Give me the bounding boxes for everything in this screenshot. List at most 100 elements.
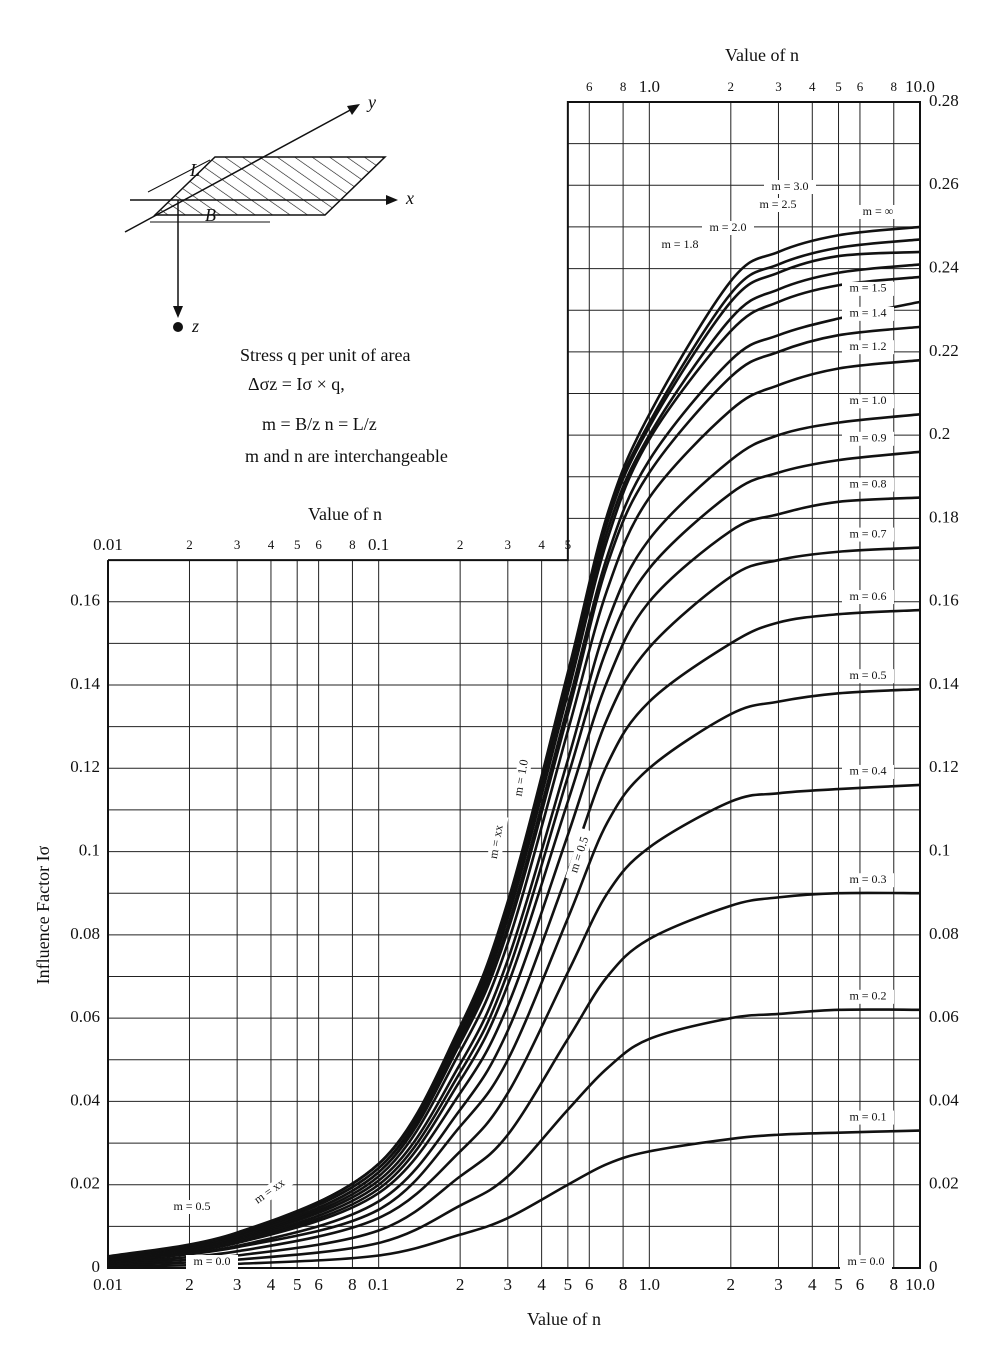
x-tick-label-top: 3 — [775, 79, 782, 94]
annotation: m = 0.0 — [847, 1254, 884, 1268]
series-label: m = 3.0 — [771, 179, 808, 193]
x-tick-label-top: 10.0 — [905, 77, 935, 96]
x-tick-label: 10.0 — [905, 1275, 935, 1294]
x-tick-label-top: 0.01 — [93, 535, 123, 554]
curve — [107, 1129, 921, 1269]
y2-tick-label: 0.26 — [929, 174, 959, 193]
series-label: m = 0.5 — [849, 668, 886, 682]
note: m = B/z n = L/z — [262, 414, 377, 434]
x-tick-label-top: 3 — [234, 537, 241, 552]
label-bg — [842, 431, 894, 446]
x-tick-label: 4 — [267, 1275, 276, 1294]
label-bg — [852, 205, 904, 219]
series-label: m = 2.0 — [709, 220, 746, 234]
label-bg — [842, 764, 894, 779]
arrow-head — [173, 306, 183, 318]
y-tick-label: 0.1 — [79, 840, 100, 859]
label-bg — [752, 198, 804, 212]
y-tick-label: 0.06 — [70, 1007, 100, 1026]
x-tick-label: 2 — [456, 1275, 465, 1294]
diagram-label: B — [205, 205, 216, 225]
series-label: m = 0.8 — [849, 476, 886, 490]
y2-tick-label: 0.18 — [929, 507, 959, 526]
series-label: m = ∞ — [863, 204, 894, 218]
y2-tick-label: 0.28 — [929, 91, 959, 110]
label-bg — [186, 1255, 238, 1269]
note: Stress q per unit of area — [240, 345, 410, 365]
label-bg — [842, 590, 894, 605]
diagram-label: L — [189, 160, 200, 180]
series-label: m = 0.9 — [849, 431, 886, 445]
label-bg — [764, 180, 816, 194]
label-bg — [702, 221, 754, 235]
annotation: m = xx — [486, 824, 506, 860]
y-axis-title: Influence Factor Iσ — [33, 845, 53, 984]
note: m and n are interchangeable — [245, 446, 448, 466]
series-label: m = 2.5 — [759, 197, 796, 211]
diagram-label: z — [191, 316, 199, 336]
y2-tick-label: 0.14 — [929, 674, 959, 693]
x-tick-label: 3 — [774, 1275, 783, 1294]
y-tick-label: 0.12 — [70, 757, 100, 776]
panel-title: Value of n — [725, 45, 799, 65]
y-tick-label: 0.02 — [70, 1174, 100, 1193]
x-tick-label: 5 — [834, 1275, 843, 1294]
x-tick-label-top: 6 — [315, 537, 322, 552]
x-tick-label-top: 6 — [857, 79, 864, 94]
label-bg — [842, 1110, 894, 1125]
y2-tick-label: 0.16 — [929, 591, 959, 610]
label-bg — [842, 669, 894, 684]
x-tick-label: 5 — [293, 1275, 302, 1294]
label-bg — [485, 815, 509, 869]
x-tick-label: 5 — [564, 1275, 573, 1294]
series-label: m = 0.7 — [849, 526, 886, 540]
panel-title: Value of n — [308, 504, 382, 524]
x-tick-label-top: 6 — [586, 79, 593, 94]
label-bg — [654, 238, 706, 252]
y2-tick-label: 0.24 — [929, 257, 959, 276]
y-tick-label: 0.04 — [70, 1090, 100, 1109]
series-label: m = 1.0 — [849, 393, 886, 407]
curve — [107, 250, 921, 1259]
series-label: m = 1.4 — [849, 306, 886, 320]
loading-diagram — [124, 104, 398, 332]
label-bg — [842, 873, 894, 888]
label-bg — [244, 1171, 296, 1213]
x-tick-label-top: 4 — [809, 79, 816, 94]
curve — [107, 783, 921, 1264]
x-tick-label: 8 — [619, 1275, 628, 1294]
label-bg — [565, 828, 595, 882]
x-tick-label-top: 2 — [457, 537, 464, 552]
y-axis-arrow — [124, 107, 355, 233]
y2-tick-label: 0.2 — [929, 424, 950, 443]
curve — [107, 413, 921, 1260]
curve — [107, 546, 921, 1261]
arrow-head — [386, 195, 398, 205]
curve — [107, 891, 921, 1266]
label-bg — [842, 477, 894, 492]
plot-frame — [107, 101, 921, 1269]
series-label: m = 1.5 — [849, 281, 886, 295]
x-tick-label: 2 — [727, 1275, 736, 1294]
y2-tick-label: 0.12 — [929, 757, 959, 776]
series-label: m = 0.4 — [849, 764, 886, 778]
y2-tick-label: 0 — [929, 1257, 938, 1276]
series-label: m = 1.8 — [661, 237, 698, 251]
curve — [107, 275, 921, 1259]
label-bg — [842, 989, 894, 1004]
curve — [107, 496, 921, 1261]
series-label: m = 1.2 — [849, 339, 886, 353]
y2-tick-label: 0.06 — [929, 1007, 959, 1026]
x-tick-label: 2 — [185, 1275, 194, 1294]
point — [173, 322, 183, 332]
y2-tick-label: 0.04 — [929, 1090, 959, 1109]
x-tick-label-top: 8 — [620, 79, 627, 94]
grid — [107, 101, 921, 1269]
x-tick-label-top: 2 — [728, 79, 735, 94]
label-bg — [166, 1200, 218, 1214]
x-tick-label: 1.0 — [639, 1275, 660, 1294]
x-tick-label: 6 — [585, 1275, 594, 1294]
x-tick-label-top: 0.1 — [368, 535, 389, 554]
label-bg — [842, 306, 894, 321]
x-tick-label: 0.01 — [93, 1275, 123, 1294]
